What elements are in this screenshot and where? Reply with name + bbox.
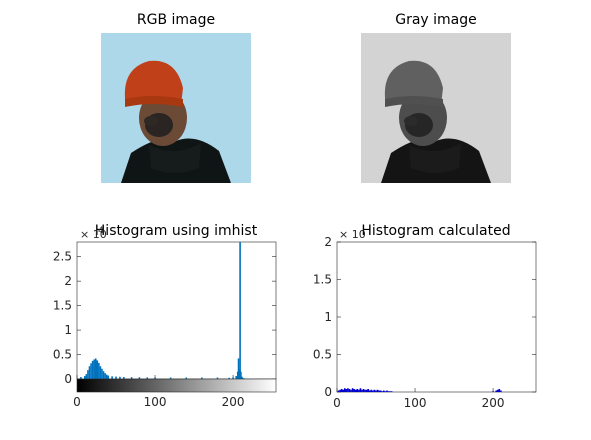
imhist-bar bbox=[86, 374, 88, 379]
calc-bar bbox=[372, 391, 374, 393]
calc-xtick-label: 200 bbox=[482, 396, 505, 410]
calc-bar bbox=[338, 391, 340, 393]
calc-bar bbox=[342, 390, 344, 392]
calc-bar bbox=[367, 389, 369, 392]
imhist-xtick-label: 200 bbox=[222, 395, 245, 409]
calc-bar bbox=[492, 391, 494, 392]
imhist-bar bbox=[107, 376, 109, 379]
imhist-ytick-label: 1 bbox=[64, 323, 72, 337]
imhist-colorbar bbox=[77, 379, 276, 392]
calc-bar bbox=[375, 391, 377, 393]
calc-plot-area: 0 0.5 1 1.5 2 0 100 200 bbox=[313, 235, 536, 410]
imhist-axes-frame bbox=[77, 242, 276, 379]
calc-bar bbox=[388, 391, 390, 392]
calc-axes-frame bbox=[337, 242, 536, 392]
imhist-bar bbox=[101, 369, 103, 379]
calc-xtick-label: 0 bbox=[333, 396, 341, 410]
calc-bar bbox=[363, 389, 365, 392]
calc-ytick-label: 2 bbox=[324, 235, 332, 249]
calc-exponent: × 10 bbox=[339, 228, 366, 241]
imhist-bar bbox=[87, 370, 89, 379]
calc-bar bbox=[361, 390, 363, 392]
calc-bar bbox=[499, 389, 501, 392]
imhist-bar bbox=[239, 242, 241, 379]
calc-bar bbox=[377, 390, 379, 392]
imhist-bar bbox=[115, 377, 117, 379]
imhist-bar bbox=[111, 376, 113, 379]
calc-bar bbox=[371, 390, 373, 392]
imhist-bar bbox=[119, 377, 121, 379]
calc-ytick-label: 0 bbox=[324, 385, 332, 399]
calc-bar bbox=[341, 389, 343, 392]
calc-bar bbox=[356, 389, 358, 392]
calc-bar bbox=[349, 389, 351, 392]
imhist-chart: Histogram using imhist × 10 4 0 0.5 1 1.5 2 2… bbox=[53, 223, 276, 409]
imhist-bar bbox=[95, 358, 97, 379]
calc-bar bbox=[358, 390, 360, 392]
imhist-bar bbox=[104, 373, 106, 379]
calc-chart: Histogram calculated × 10 0 0.5 1 1.5 2 0 100 2… bbox=[313, 223, 536, 410]
imhist-bar bbox=[235, 376, 237, 379]
imhist-ytick-label: 2.5 bbox=[53, 250, 72, 264]
calc-bar bbox=[353, 389, 355, 392]
calc-bar bbox=[389, 391, 391, 392]
imhist-bar bbox=[106, 375, 108, 379]
calc-bar bbox=[383, 391, 385, 393]
imhist-bar bbox=[103, 371, 105, 379]
imhist-bar bbox=[100, 366, 102, 379]
calc-bar bbox=[495, 391, 497, 393]
calc-bar bbox=[500, 391, 502, 393]
imhist-ytick-label: 0.5 bbox=[53, 348, 72, 362]
calc-bar bbox=[380, 391, 382, 393]
imhist-bar bbox=[98, 363, 100, 379]
calc-ytick-label: 0.5 bbox=[313, 348, 332, 362]
calc-bar bbox=[374, 390, 376, 392]
imhist-bar bbox=[84, 376, 86, 379]
imhist-title: Histogram using imhist bbox=[95, 223, 258, 239]
calc-bar bbox=[369, 391, 371, 393]
calc-title: Histogram calculated bbox=[361, 223, 510, 239]
calc-bar bbox=[339, 390, 341, 392]
calc-bar bbox=[346, 389, 348, 392]
calc-bar bbox=[378, 391, 380, 393]
calc-bar bbox=[386, 391, 388, 393]
calc-ytick-label: 1 bbox=[324, 310, 332, 324]
calc-bar bbox=[355, 390, 357, 392]
calc-bar bbox=[364, 390, 366, 392]
calc-bar bbox=[366, 390, 368, 392]
imhist-bar bbox=[90, 363, 92, 379]
imhist-bar bbox=[93, 359, 95, 379]
calc-bar bbox=[347, 388, 349, 392]
calc-bar bbox=[381, 391, 383, 392]
calc-bar bbox=[497, 390, 499, 392]
imhist-xtick-label: 100 bbox=[144, 395, 167, 409]
calc-bar bbox=[344, 388, 346, 392]
calc-xtick-label: 100 bbox=[404, 396, 427, 410]
imhist-bar bbox=[92, 361, 94, 379]
imhist-ytick-label: 1.5 bbox=[53, 299, 72, 313]
imhist-exponent-power: 4 bbox=[98, 226, 104, 236]
imhist-ytick-label: 2 bbox=[64, 274, 72, 288]
calc-bar bbox=[385, 391, 387, 392]
imhist-xtick-label: 0 bbox=[73, 395, 81, 409]
calc-bar bbox=[360, 388, 362, 392]
imhist-ytick-label: 0 bbox=[64, 372, 72, 386]
calc-bar bbox=[391, 391, 393, 392]
calc-ytick-label: 1.5 bbox=[313, 273, 332, 287]
calc-bar bbox=[352, 388, 354, 392]
calc-bar bbox=[350, 390, 352, 392]
imhist-bar bbox=[96, 360, 98, 379]
imhist-bar bbox=[89, 366, 91, 379]
